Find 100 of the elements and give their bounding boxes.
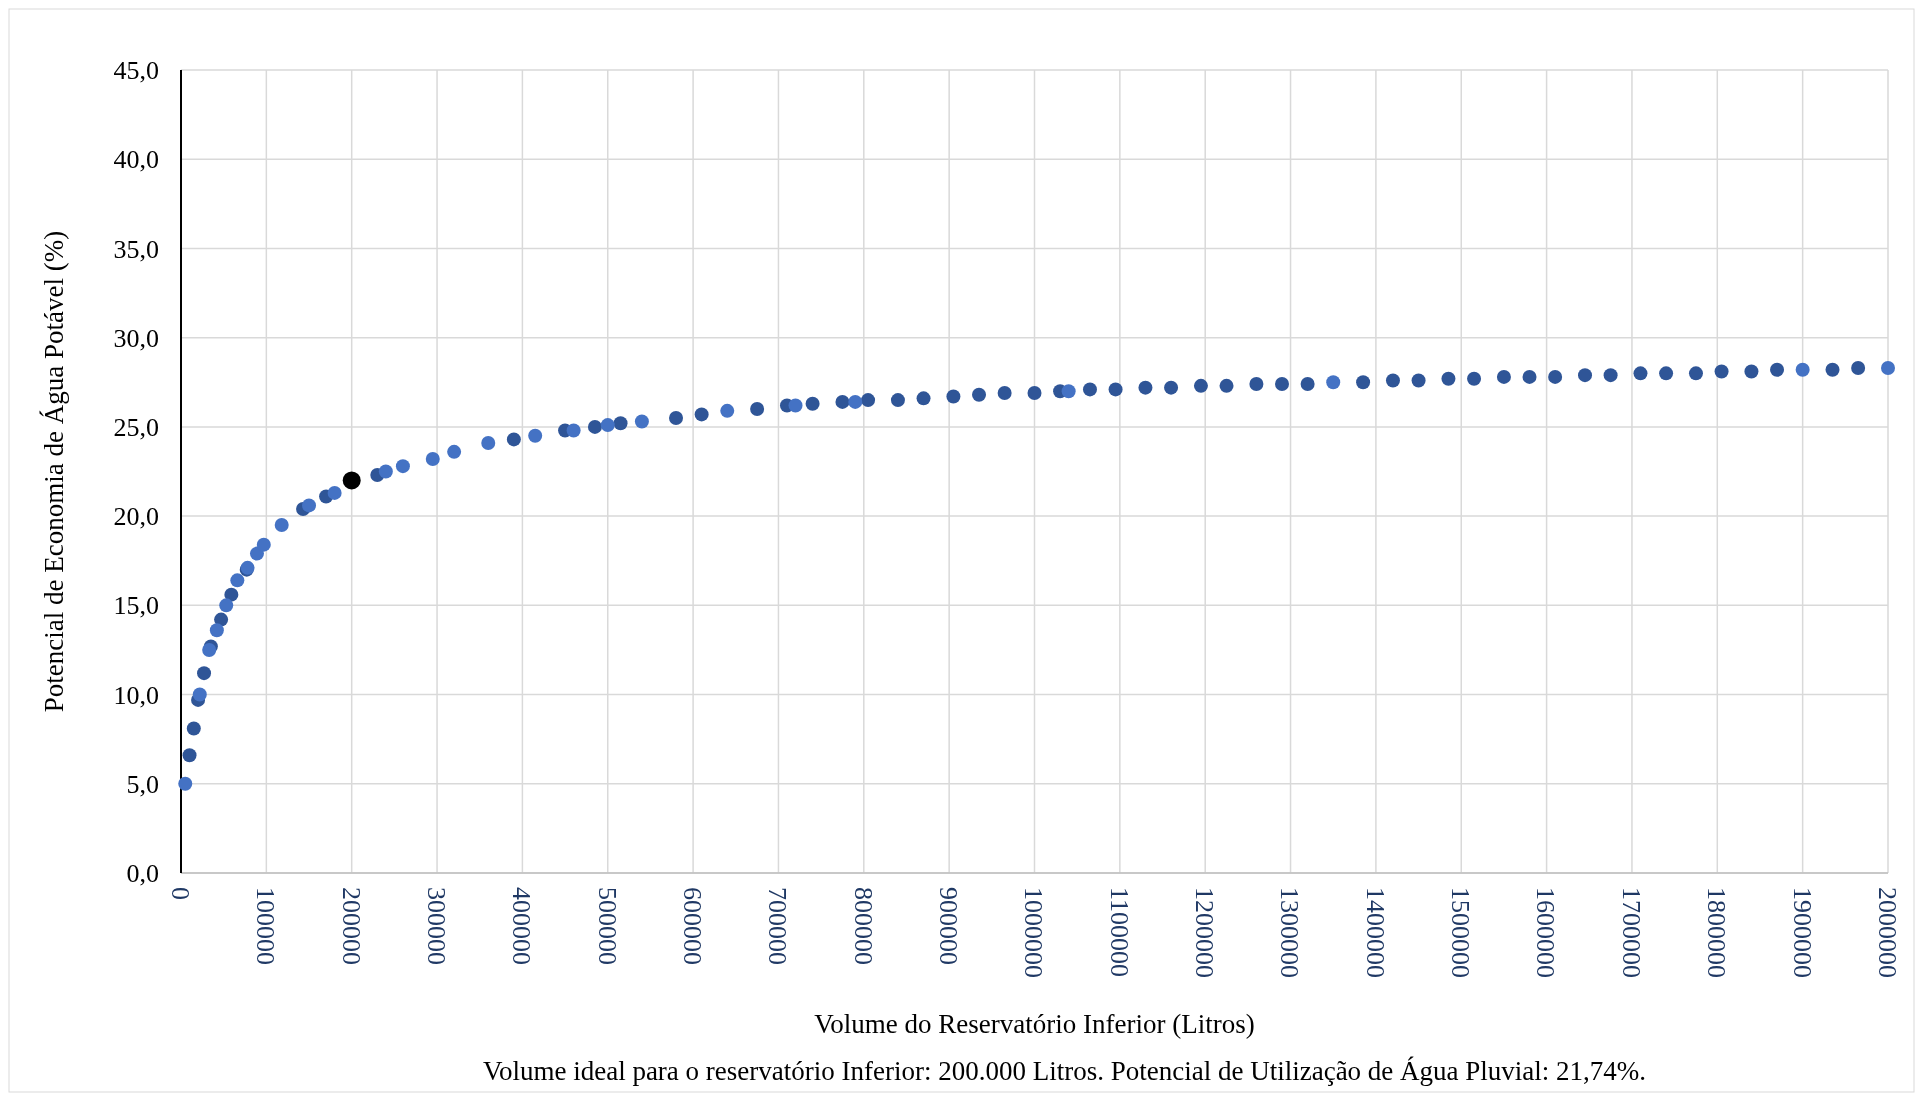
point xyxy=(997,385,1012,400)
x-tick-label: 1000000 xyxy=(1019,887,1049,978)
point xyxy=(1467,371,1482,386)
point xyxy=(669,410,684,425)
point xyxy=(694,407,709,422)
point xyxy=(1496,369,1511,384)
point xyxy=(600,418,615,433)
point xyxy=(1385,373,1400,388)
y-tick-label: 35,0 xyxy=(113,234,159,264)
point xyxy=(1825,362,1840,377)
point xyxy=(1027,385,1042,400)
point xyxy=(1138,380,1153,395)
point xyxy=(1275,377,1290,392)
point xyxy=(209,623,224,638)
point xyxy=(1441,371,1456,386)
point xyxy=(1356,375,1371,390)
point xyxy=(805,396,820,411)
point xyxy=(1411,373,1426,388)
point xyxy=(256,537,271,552)
point xyxy=(1744,364,1759,379)
x-tick-label: 1200000 xyxy=(1190,887,1220,978)
point xyxy=(186,721,201,736)
point xyxy=(1851,361,1866,375)
point xyxy=(342,471,361,490)
x-tick-label: 500000 xyxy=(592,887,622,965)
point xyxy=(835,394,850,409)
point xyxy=(425,452,440,467)
x-tick-label: 900000 xyxy=(934,887,964,965)
y-tick-label: 45,0 xyxy=(113,56,159,86)
point xyxy=(1795,362,1810,377)
point xyxy=(916,391,931,406)
point xyxy=(197,666,212,681)
point xyxy=(946,389,961,404)
point xyxy=(1219,378,1234,393)
point xyxy=(587,419,602,434)
point xyxy=(1714,364,1729,379)
point xyxy=(750,402,765,417)
x-tick-label: 800000 xyxy=(848,887,878,965)
point xyxy=(395,459,410,474)
y-tick-label: 25,0 xyxy=(113,412,159,442)
point xyxy=(720,403,735,418)
point xyxy=(1108,382,1123,397)
x-tick-label: 1500000 xyxy=(1446,887,1476,978)
point xyxy=(566,423,581,438)
x-tick-label: 1900000 xyxy=(1787,887,1817,978)
x-tick-label: 300000 xyxy=(421,887,451,965)
point xyxy=(861,393,876,408)
x-tick-label: 1400000 xyxy=(1360,887,1390,978)
text: Volume ideal para o reservatório Inferior: 200.000 Litros. Potencial de Utilização de Água Pluvial: 21,74%. xyxy=(482,1056,1647,1086)
y-axis-title: Potencial de Economia de Água Potável (%) xyxy=(39,230,69,713)
x-tick-label: 1600000 xyxy=(1531,887,1561,978)
point xyxy=(249,546,264,561)
point xyxy=(302,498,317,513)
x-tick-label: 1700000 xyxy=(1616,887,1646,978)
point xyxy=(1300,377,1315,392)
point xyxy=(1881,361,1895,375)
point xyxy=(528,428,543,443)
point xyxy=(447,444,462,459)
point xyxy=(506,432,521,447)
point xyxy=(613,416,628,431)
point xyxy=(1082,382,1097,397)
x-tick-label: 600000 xyxy=(678,887,707,965)
y-tick-label: 40,0 xyxy=(113,145,159,175)
point xyxy=(1164,380,1179,395)
x-tick-label: 1800000 xyxy=(1702,887,1732,978)
point xyxy=(890,393,905,408)
point xyxy=(1578,368,1593,383)
point xyxy=(224,587,239,602)
point xyxy=(274,518,289,533)
y-tick-label: 5,0 xyxy=(126,769,159,799)
point xyxy=(178,776,193,791)
x-tick-label: 200000 xyxy=(336,887,366,965)
y-tick-label: 30,0 xyxy=(113,323,159,353)
point xyxy=(1603,368,1618,383)
point xyxy=(378,464,393,479)
point xyxy=(230,573,245,588)
y-tick-label: 10,0 xyxy=(113,680,159,710)
point xyxy=(182,748,197,763)
y-tick-label: 20,0 xyxy=(113,502,159,532)
point xyxy=(1633,366,1648,381)
x-tick-label: 1100000 xyxy=(1104,887,1134,978)
y-tick-label: 0,0 xyxy=(126,859,159,889)
x-tick-label: 1300000 xyxy=(1275,887,1305,978)
x-axis-title: Volume do Reservatório Inferior (Litros) xyxy=(814,1009,1255,1039)
point xyxy=(634,414,649,429)
point xyxy=(1548,369,1563,384)
x-tick-label: 700000 xyxy=(763,887,793,965)
point xyxy=(1659,366,1674,381)
x-tick-label: 2000000 xyxy=(1872,887,1902,978)
point xyxy=(848,394,863,409)
point xyxy=(327,485,342,500)
point xyxy=(972,387,987,402)
point xyxy=(219,598,234,613)
y-tick-label: 15,0 xyxy=(113,591,159,621)
point xyxy=(1326,375,1341,390)
point xyxy=(1522,369,1537,384)
point xyxy=(481,435,496,450)
point xyxy=(1249,377,1264,392)
x-tick-label: 100000 xyxy=(251,887,281,965)
point xyxy=(1061,384,1076,399)
